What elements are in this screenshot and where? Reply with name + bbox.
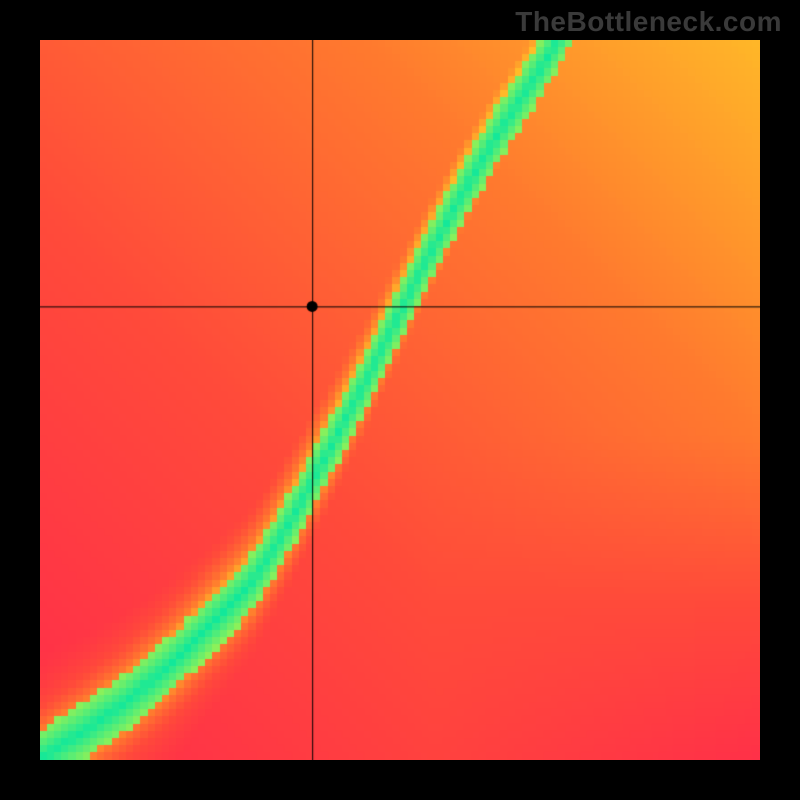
bottleneck-heatmap	[40, 40, 760, 760]
chart-container: TheBottleneck.com	[0, 0, 800, 800]
watermark-text: TheBottleneck.com	[515, 6, 782, 38]
